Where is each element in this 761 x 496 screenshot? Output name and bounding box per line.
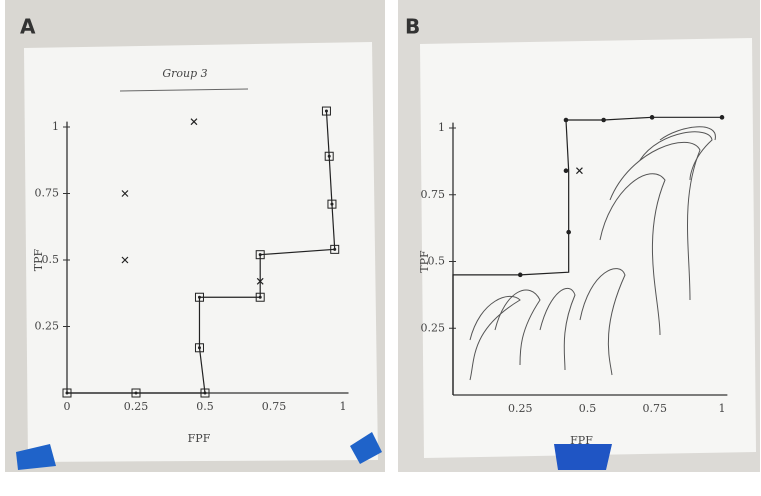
dot-point <box>564 168 569 173</box>
x-tick-label: 0.25 <box>508 402 533 415</box>
y-tick-label: 0.25 <box>421 321 446 334</box>
y-tick-label: 0.75 <box>421 188 446 201</box>
point-dot <box>66 392 69 395</box>
dot-point <box>518 273 523 278</box>
y-tick-label: 0.5 <box>428 255 446 268</box>
point-dot <box>325 110 328 113</box>
x-tick-label: 0.75 <box>643 402 668 415</box>
point-dot <box>333 248 336 251</box>
point-dot <box>259 296 262 299</box>
x-axis-label: FPF <box>188 432 211 445</box>
y-tick-label: 0.5 <box>42 253 60 266</box>
x-tick-label: 1 <box>719 402 726 415</box>
paper-a <box>24 42 378 462</box>
x-tick-label: 1 <box>340 400 347 413</box>
point-dot <box>330 203 333 206</box>
dot-point <box>650 115 655 120</box>
dot-point <box>601 118 606 123</box>
point-dot <box>259 253 262 256</box>
tape <box>554 444 612 470</box>
panel-label: A <box>20 15 36 39</box>
dot-point <box>720 115 725 120</box>
point-dot <box>135 392 138 395</box>
x-tick-label: 0.75 <box>262 400 287 413</box>
panel-label: B <box>405 15 420 39</box>
panel-title: Group 3 <box>162 67 207 80</box>
x-tick-label: 0.25 <box>124 400 149 413</box>
x-tick-label: 0 <box>64 400 71 413</box>
figure: AGroup 3FPFTPF00.250.50.75110.750.50.25B… <box>0 0 761 496</box>
point-dot <box>198 296 201 299</box>
point-dot <box>204 392 207 395</box>
x-axis-label: FPF <box>570 434 593 447</box>
y-tick-label: 1 <box>52 120 59 133</box>
dot-point <box>564 118 569 123</box>
x-tick-label: 0.5 <box>196 400 214 413</box>
y-tick-label: 0.25 <box>35 320 60 333</box>
y-tick-label: 0.75 <box>35 187 60 200</box>
y-tick-label: 1 <box>438 121 445 134</box>
x-tick-label: 0.5 <box>579 402 597 415</box>
point-dot <box>198 346 201 349</box>
dot-point <box>566 230 571 235</box>
point-dot <box>328 155 331 158</box>
